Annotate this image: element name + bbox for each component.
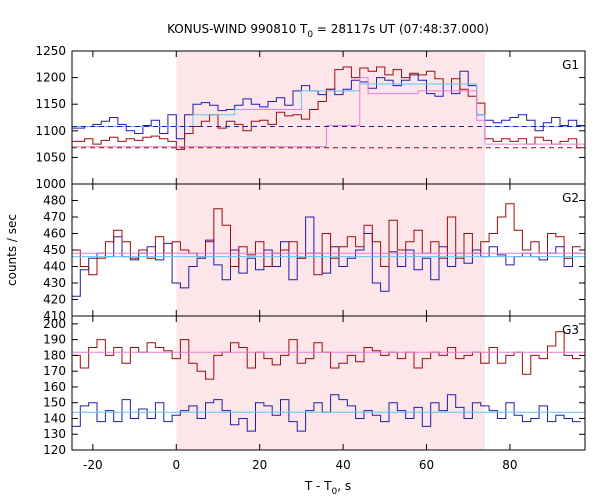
panel-g3-ytick-label: 160 xyxy=(43,380,66,394)
panel-g2-ytick-label: 420 xyxy=(43,293,66,307)
panel-g2-series-red-1 xyxy=(72,203,581,276)
x-tick-label: 40 xyxy=(335,458,350,472)
x-tick-label: 0 xyxy=(172,458,180,472)
panel-label-g3: G3 xyxy=(562,323,579,337)
panel-g1-ytick-label: 1000 xyxy=(35,177,66,191)
panel-g1-ytick-label: 1150 xyxy=(35,97,66,111)
x-tick-label: -20 xyxy=(83,458,103,472)
x-tick-label: 60 xyxy=(419,458,434,472)
chart-title-main: KONUS-WIND 990810 T xyxy=(167,22,308,36)
panel-g3-ytick-label: 130 xyxy=(43,427,66,441)
panel-g1-ytick-label: 1050 xyxy=(35,150,66,164)
panel-g1-ytick-label: 1250 xyxy=(35,44,66,58)
x-axis-label: T - T0, s xyxy=(304,479,351,497)
panel-g2-ytick-label: 440 xyxy=(43,260,66,274)
panel-g1-ytick-label: 1100 xyxy=(35,124,66,138)
panel-g3-ytick-label: 200 xyxy=(43,317,66,331)
chart-title-subscript: 0 xyxy=(307,30,313,40)
panel-g3-ytick-label: 120 xyxy=(43,443,66,457)
panel-g2-ytick-label: 470 xyxy=(43,210,66,224)
panel-g2-ytick-label: 450 xyxy=(43,243,66,257)
chart-title: KONUS-WIND 990810 T0 = 28117s UT (07:48:… xyxy=(167,22,489,40)
panel-g2-ytick-label: 430 xyxy=(43,276,66,290)
plot-area: 100010501100115012001250G141042043044045… xyxy=(35,44,586,472)
panel-g3-ytick-label: 190 xyxy=(43,333,66,347)
panel-label-g1: G1 xyxy=(562,58,579,72)
panel-g3-ytick-label: 180 xyxy=(43,348,66,362)
panel-g3-frame xyxy=(71,315,586,451)
chart-title-rest: = 28117s UT (07:48:37.000) xyxy=(313,22,489,36)
x-axis-label-subscript: 0 xyxy=(332,487,338,497)
panel-g1-ytick-label: 1200 xyxy=(35,71,66,85)
x-axis-label-main: T - T xyxy=(304,479,332,493)
panel-g3-ytick-label: 140 xyxy=(43,411,66,425)
panel-label-g2: G2 xyxy=(562,191,579,205)
panel-g3-ytick-label: 170 xyxy=(43,364,66,378)
panel-g2-ytick-label: 480 xyxy=(43,194,66,208)
panel-g1-series-red-1 xyxy=(72,66,585,150)
panel-g3-ytick-label: 150 xyxy=(43,396,66,410)
x-tick-label: 20 xyxy=(252,458,267,472)
x-tick-label: 80 xyxy=(502,458,517,472)
panel-g2-ytick-label: 460 xyxy=(43,227,66,241)
y-axis-label: counts / sec xyxy=(5,214,19,286)
panel-g2-ytick-label: 410 xyxy=(43,309,66,323)
x-axis-label-rest: , s xyxy=(337,479,351,493)
panel-g1-series-pink-3 xyxy=(72,77,585,148)
panel-g2-series-blue-0 xyxy=(72,216,581,297)
